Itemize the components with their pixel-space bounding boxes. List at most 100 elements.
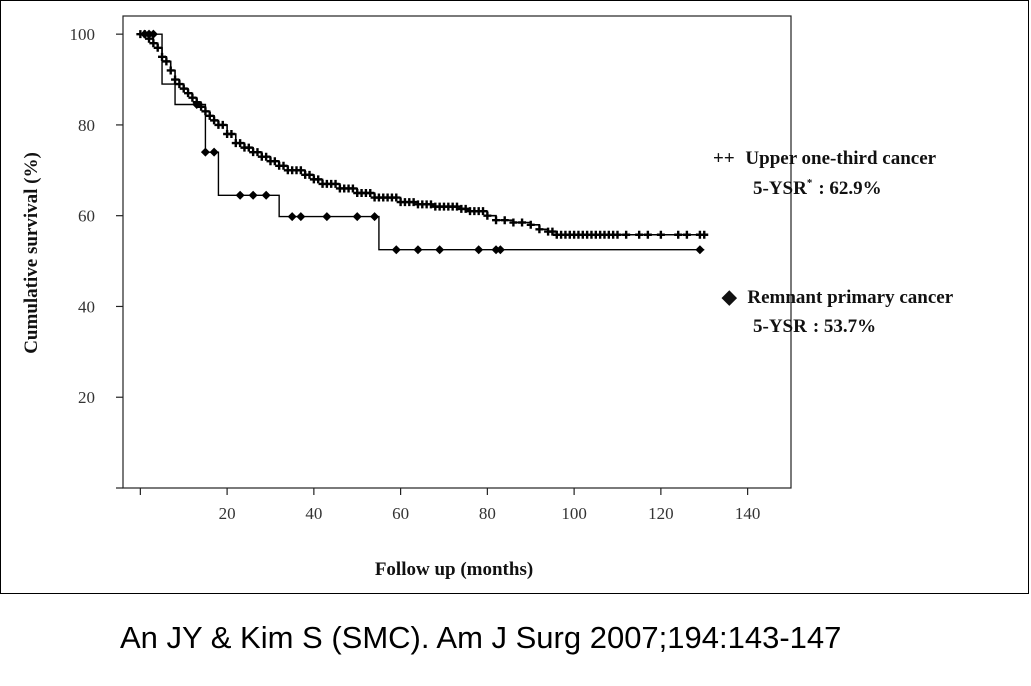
censor-mark-upper	[656, 230, 665, 239]
censor-mark-upper	[509, 218, 518, 227]
legend-stat-label-remnant: 5-YSR	[753, 316, 807, 337]
censor-mark-upper	[492, 216, 501, 225]
censor-mark-remnant	[235, 190, 245, 200]
svg-text:5-YSR: 53.7%: 5-YSR : 53.7%	[753, 316, 876, 337]
censor-mark-upper	[153, 43, 162, 52]
censor-mark-upper	[166, 66, 175, 75]
svg-text:5-YSR*: 62.9%: 5-YSR* : 62.9%	[753, 177, 882, 199]
censor-mark-upper	[635, 230, 644, 239]
censor-mark-upper	[461, 204, 470, 213]
censor-mark-remnant	[413, 245, 423, 255]
censor-mark-upper	[205, 111, 214, 120]
legend-stat-sup-upper: *	[807, 177, 813, 189]
x-tick-label: 60	[392, 504, 409, 523]
censor-mark-upper	[643, 230, 652, 239]
legend-label-remnant: Remnant primary cancer	[747, 287, 953, 308]
censor-mark-upper	[262, 152, 271, 161]
censor-mark-upper	[158, 52, 167, 61]
censor-mark-remnant	[370, 212, 380, 222]
censor-mark-remnant	[209, 147, 219, 157]
censor-mark-remnant	[391, 245, 401, 255]
censor-mark-upper	[188, 93, 197, 102]
x-tick-label: 100	[561, 504, 587, 523]
censor-mark-upper	[314, 175, 323, 184]
censor-mark-upper	[366, 189, 375, 197]
censor-mark-upper	[296, 166, 305, 175]
censor-mark-upper	[244, 143, 253, 152]
censor-mark-remnant	[148, 29, 158, 39]
series-line-remnant	[140, 33, 705, 251]
legend: ++ Upper one-third cancer 5-YSR*: 62.9% …	[713, 148, 954, 337]
y-ticks: 20 40 60 80 100	[70, 25, 123, 489]
legend-label-upper: Upper one-third cancer	[745, 148, 936, 169]
svg-text:◆ Remnant primary ca: ◆ Remnant primary cancer	[721, 287, 954, 308]
axes	[122, 15, 792, 489]
y-tick-label: 60	[78, 207, 95, 226]
censor-mark-upper	[348, 184, 357, 193]
x-ticks: 20 40 60 80 100 120 140	[139, 488, 761, 523]
censor-mark-remnant	[695, 245, 705, 255]
legend-stat-value-upper: : 62.9%	[818, 178, 881, 199]
censor-mark-upper	[236, 139, 245, 148]
censor-mark-upper	[392, 193, 401, 202]
censor-mark-upper	[613, 230, 622, 239]
legend-marker-upper: ++	[713, 148, 735, 169]
censor-mark-upper	[500, 216, 509, 225]
y-tick-label: 20	[78, 388, 95, 407]
censor-mark-upper	[526, 220, 535, 229]
legend-item-upper: ++ Upper one-third cancer 5-YSR* : 62.9%	[713, 148, 937, 199]
censor-mark-remnant	[192, 100, 202, 109]
censor-mark-remnant	[296, 212, 306, 222]
x-axis-title: Follow up (months)	[375, 559, 533, 580]
censor-mark-upper	[682, 230, 691, 239]
censor-mark-upper	[184, 89, 193, 98]
censor-mark-upper	[279, 161, 288, 170]
censor-mark-upper	[674, 230, 683, 239]
censor-mark-upper	[483, 211, 492, 220]
censor-mark-upper	[409, 198, 418, 207]
censor-mark-remnant	[435, 245, 445, 255]
censor-mark-upper	[179, 84, 188, 93]
censor-mark-remnant	[322, 212, 332, 222]
censor-mark-upper	[622, 230, 631, 239]
x-tick-label: 140	[735, 504, 761, 523]
legend-stat-value-remnant: : 53.7%	[813, 316, 876, 337]
censor-mark-upper	[305, 170, 314, 179]
censor-mark-upper	[548, 227, 557, 236]
censor-mark-remnant	[352, 212, 362, 222]
censor-mark-upper	[700, 230, 709, 239]
censor-mark-upper	[453, 202, 461, 211]
y-axis-title: Cumulative survival (%)	[21, 152, 42, 354]
censor-mark-upper	[479, 207, 488, 216]
x-tick-label: 120	[648, 504, 674, 523]
x-tick-label: 40	[305, 504, 322, 523]
legend-marker-remnant: ◆	[721, 287, 738, 308]
censor-mark-remnant	[287, 212, 297, 222]
survival-chart: 20 40 60 80 100 120 140 20 40 60 80 100 Follow up …	[21, 15, 954, 580]
svg-text:++ Upper one-third c: ++ Upper one-third cancer	[713, 148, 937, 169]
chart-frame: 20 40 60 80 100 120 140 20 40 60 80 100 Follow up …	[0, 0, 1029, 594]
plot-border	[122, 15, 792, 489]
legend-item-remnant: ◆ Remnant primary cancer 5-YSR : 53.7%	[721, 287, 954, 337]
censor-mark-upper	[331, 179, 340, 188]
censor-mark-remnant	[200, 147, 210, 157]
censor-mark-remnant	[495, 245, 505, 255]
x-tick-label: 20	[219, 504, 236, 523]
censor-mark-upper	[518, 218, 527, 227]
censor-mark-remnant	[474, 245, 484, 255]
series-markers	[136, 29, 709, 255]
censor-mark-upper	[171, 75, 180, 84]
censor-mark-upper	[535, 225, 544, 234]
legend-stat-label-upper: 5-YSR	[753, 178, 807, 199]
censor-mark-upper	[270, 157, 279, 166]
series-lines	[140, 33, 705, 251]
censor-mark-upper	[227, 130, 236, 138]
censor-mark-upper	[149, 39, 158, 48]
censor-mark-upper	[201, 107, 210, 116]
censor-mark-upper	[210, 116, 219, 125]
y-tick-label: 80	[78, 116, 95, 135]
censor-mark-remnant	[248, 190, 258, 200]
y-tick-label: 40	[78, 297, 95, 316]
censor-mark-upper	[162, 57, 171, 66]
censor-mark-upper	[218, 120, 227, 129]
